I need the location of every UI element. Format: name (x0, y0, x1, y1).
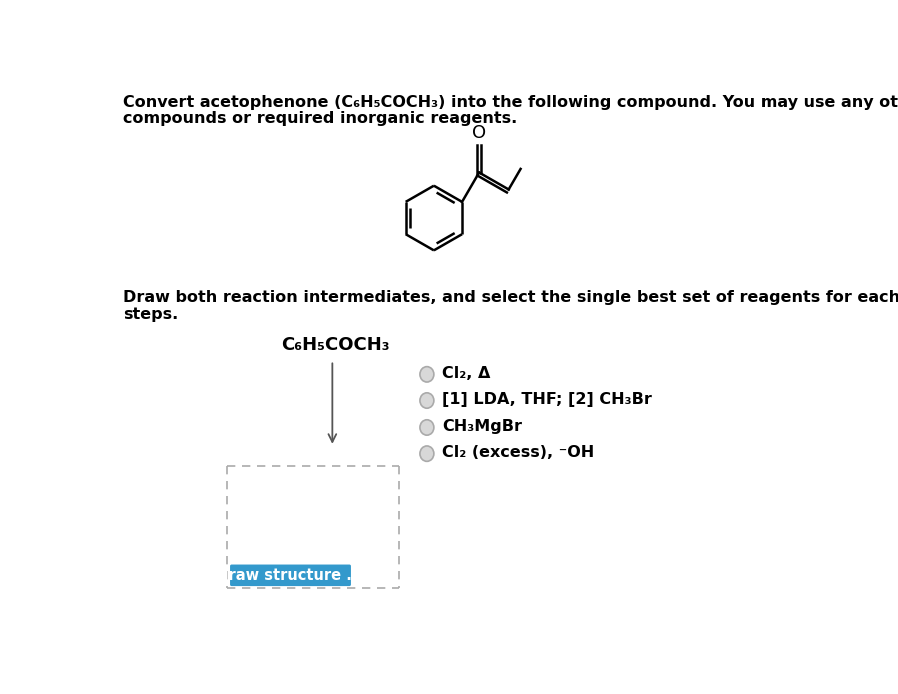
Ellipse shape (420, 446, 434, 462)
Text: Cl₂ (excess), ⁻OH: Cl₂ (excess), ⁻OH (443, 446, 594, 460)
Text: steps.: steps. (123, 307, 179, 321)
Ellipse shape (420, 366, 434, 382)
Text: compounds or required inorganic reagents.: compounds or required inorganic reagents… (123, 111, 517, 126)
Text: C₆H₅COCH₃: C₆H₅COCH₃ (281, 336, 390, 354)
Text: Convert acetophenone (C₆H₅COCH₃) into the following compound. You may use any ot: Convert acetophenone (C₆H₅COCH₃) into th… (123, 95, 898, 110)
Text: Cl₂, Δ: Cl₂, Δ (443, 366, 491, 381)
FancyBboxPatch shape (230, 564, 351, 586)
Text: O: O (472, 124, 486, 142)
Text: Draw both reaction intermediates, and select the single best set of reagents for: Draw both reaction intermediates, and se… (123, 289, 898, 305)
Text: draw structure ...: draw structure ... (218, 568, 363, 583)
Text: [1] LDA, THF; [2] CH₃Br: [1] LDA, THF; [2] CH₃Br (443, 392, 652, 407)
Ellipse shape (420, 420, 434, 435)
Text: CH₃MgBr: CH₃MgBr (443, 419, 523, 434)
Ellipse shape (420, 393, 434, 408)
